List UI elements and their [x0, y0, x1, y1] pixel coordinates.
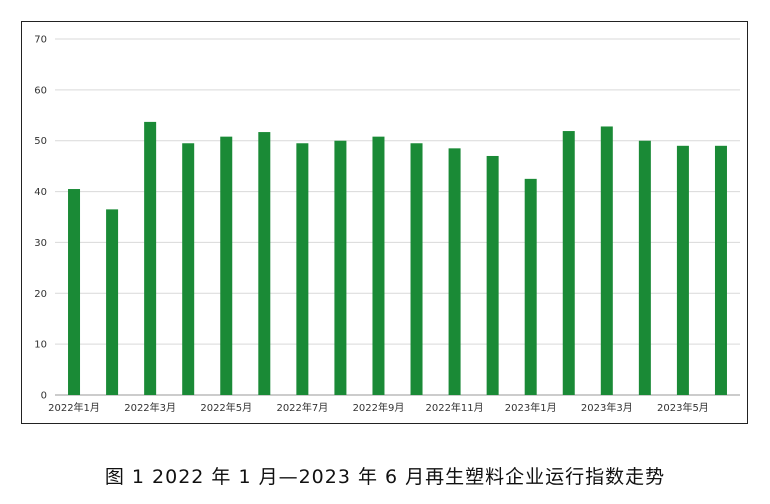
- bar: [334, 140, 347, 395]
- bar: [106, 209, 119, 395]
- x-tick-label: 2022年11月: [425, 401, 483, 414]
- bar-chart: 0 10 20 30 40 50 60 70 2022年1月 2022年3月 2022年5月 2022…: [34, 35, 740, 414]
- bar: [600, 126, 613, 395]
- bar: [562, 131, 575, 395]
- bar: [182, 143, 195, 395]
- x-tick-label: 2023年5月: [657, 401, 709, 414]
- bar: [144, 121, 157, 395]
- y-tick-label: 30: [34, 238, 47, 249]
- x-tick-label: 2022年5月: [200, 401, 252, 414]
- x-tick-label: 2022年7月: [276, 401, 328, 414]
- bar: [638, 140, 651, 395]
- x-tick-label: 2022年1月: [48, 401, 100, 414]
- bar: [68, 189, 81, 395]
- bar: [448, 148, 461, 395]
- figure-caption: 图 1 2022 年 1 月—2023 年 6 月再生塑料企业运行指数走势: [104, 466, 666, 488]
- bar: [714, 145, 727, 395]
- bar: [676, 145, 689, 395]
- bar: [372, 136, 385, 395]
- x-tick-label: 2023年1月: [505, 401, 557, 414]
- bar: [296, 143, 309, 395]
- x-tick-label: 2023年3月: [581, 401, 633, 414]
- y-tick-label: 50: [34, 136, 47, 147]
- bar: [486, 155, 499, 395]
- y-tick-label: 10: [34, 340, 47, 351]
- y-tick-label: 70: [34, 35, 47, 46]
- bar: [524, 178, 537, 395]
- bar: [258, 132, 271, 395]
- x-tick-label: 2022年3月: [124, 401, 176, 414]
- y-tick-label: 40: [34, 187, 47, 198]
- bar: [410, 143, 423, 395]
- x-tick-label: 2022年9月: [353, 401, 405, 414]
- y-tick-label: 60: [34, 85, 47, 96]
- chart-frame: 0 10 20 30 40 50 60 70 2022年1月 2022年3月 2022年5月 2022…: [21, 21, 748, 424]
- y-tick-label: 0: [41, 391, 47, 402]
- bar: [220, 136, 233, 395]
- y-tick-label: 20: [34, 289, 47, 300]
